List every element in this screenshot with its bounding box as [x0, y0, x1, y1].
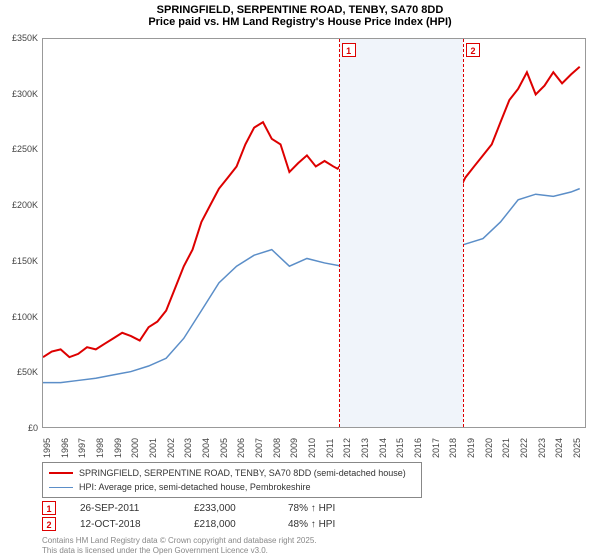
x-tick: 2007 [254, 438, 264, 458]
footer-line-1: Contains HM Land Registry data © Crown c… [42, 536, 317, 546]
x-tick: 1999 [113, 438, 123, 458]
x-tick: 2002 [166, 438, 176, 458]
legend-label: SPRINGFIELD, SERPENTINE ROAD, TENBY, SA7… [79, 468, 406, 478]
title-line-1: SPRINGFIELD, SERPENTINE ROAD, TENBY, SA7… [0, 4, 600, 16]
sale-row: 2 12-OCT-2018 £218,000 48% ↑ HPI [42, 516, 368, 532]
x-tick: 2000 [130, 438, 140, 458]
plot-svg [43, 39, 585, 427]
marker-line [463, 39, 464, 427]
x-tick: 2024 [554, 438, 564, 458]
y-tick: £200K [12, 200, 38, 210]
sale-hpi: 48% ↑ HPI [288, 519, 368, 530]
marker-badge: 1 [342, 43, 356, 57]
x-tick: 2025 [572, 438, 582, 458]
sale-badge: 2 [42, 517, 56, 531]
x-tick: 2016 [413, 438, 423, 458]
chart-title: SPRINGFIELD, SERPENTINE ROAD, TENBY, SA7… [0, 0, 600, 30]
marker-line [339, 39, 340, 427]
legend-row: HPI: Average price, semi-detached house,… [49, 480, 415, 494]
x-tick: 1998 [95, 438, 105, 458]
sale-date: 26-SEP-2011 [80, 503, 170, 514]
x-tick: 2001 [148, 438, 158, 458]
y-tick: £350K [12, 33, 38, 43]
legend-row: SPRINGFIELD, SERPENTINE ROAD, TENBY, SA7… [49, 466, 415, 480]
x-tick: 2023 [537, 438, 547, 458]
x-tick: 2021 [501, 438, 511, 458]
y-tick: £300K [12, 89, 38, 99]
x-tick: 2020 [484, 438, 494, 458]
title-line-2: Price paid vs. HM Land Registry's House … [0, 16, 600, 28]
x-tick: 2005 [219, 438, 229, 458]
sale-date: 12-OCT-2018 [80, 519, 170, 530]
footer: Contains HM Land Registry data © Crown c… [42, 536, 317, 555]
x-tick: 2009 [289, 438, 299, 458]
marker-band [339, 39, 463, 427]
x-tick: 2004 [201, 438, 211, 458]
x-tick: 2003 [183, 438, 193, 458]
plot-area: 12 [42, 38, 586, 428]
legend-swatch [49, 487, 73, 488]
x-tick: 1997 [77, 438, 87, 458]
x-tick: 2015 [395, 438, 405, 458]
y-axis: £0£50K£100K£150K£200K£250K£300K£350K [0, 38, 40, 428]
marker-badge: 2 [466, 43, 480, 57]
x-tick: 2011 [325, 439, 335, 458]
y-tick: £0 [28, 423, 38, 433]
y-tick: £100K [12, 312, 38, 322]
sale-row: 1 26-SEP-2011 £233,000 78% ↑ HPI [42, 500, 368, 516]
sale-price: £218,000 [194, 519, 264, 530]
y-tick: £250K [12, 144, 38, 154]
x-tick: 2010 [307, 438, 317, 458]
y-tick: £150K [12, 256, 38, 266]
x-tick: 2017 [431, 438, 441, 458]
legend-swatch [49, 472, 73, 474]
x-tick: 2013 [360, 438, 370, 458]
sale-price: £233,000 [194, 503, 264, 514]
x-tick: 1996 [60, 438, 70, 458]
sale-badge: 1 [42, 501, 56, 515]
x-tick: 2022 [519, 438, 529, 458]
legend-label: HPI: Average price, semi-detached house,… [79, 482, 310, 492]
y-tick: £50K [17, 367, 38, 377]
series-hpi [43, 189, 580, 383]
sale-table: 1 26-SEP-2011 £233,000 78% ↑ HPI 2 12-OCT-201… [42, 500, 368, 532]
x-tick: 2014 [378, 438, 388, 458]
x-tick: 2006 [236, 438, 246, 458]
x-tick: 1995 [42, 438, 52, 458]
x-tick: 2019 [466, 438, 476, 458]
x-tick: 2008 [272, 438, 282, 458]
price-chart: SPRINGFIELD, SERPENTINE ROAD, TENBY, SA7… [0, 0, 600, 560]
sale-hpi: 78% ↑ HPI [288, 503, 368, 514]
x-tick: 2018 [448, 438, 458, 458]
legend: SPRINGFIELD, SERPENTINE ROAD, TENBY, SA7… [42, 462, 422, 498]
x-tick: 2012 [342, 438, 352, 458]
footer-line-2: This data is licensed under the Open Gov… [42, 546, 317, 556]
series-price_paid [43, 67, 580, 357]
